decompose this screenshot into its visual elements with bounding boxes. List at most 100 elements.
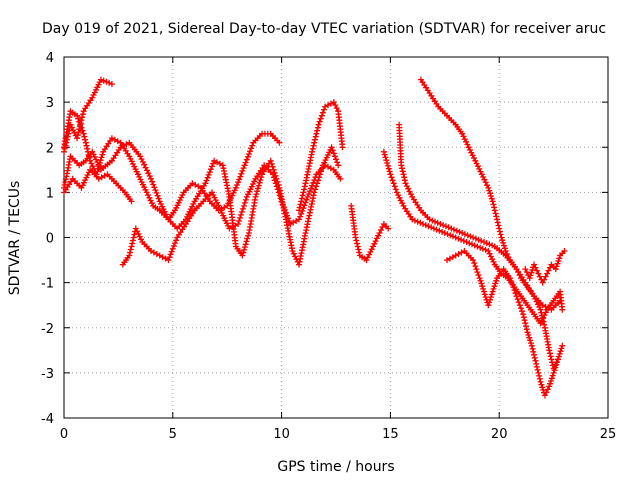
data-point-marker <box>373 235 380 242</box>
data-point-marker <box>533 298 540 305</box>
data-point-marker <box>203 177 210 184</box>
data-point-marker <box>311 139 318 146</box>
data-point-marker <box>95 165 102 172</box>
data-point-marker <box>247 148 253 155</box>
data-point-marker <box>525 332 532 338</box>
data-point-marker <box>75 115 82 122</box>
data-point-marker <box>479 245 486 252</box>
data-point-marker <box>234 182 240 188</box>
data-point-marker <box>548 356 555 363</box>
data-point-marker <box>486 250 493 257</box>
data-point-marker <box>300 189 307 196</box>
data-point-marker <box>559 306 566 313</box>
data-point-marker <box>470 257 477 264</box>
data-point-marker <box>533 360 540 367</box>
data-point-marker <box>553 361 560 368</box>
data-point-marker <box>137 153 144 160</box>
data-point-marker <box>480 285 487 292</box>
data-point-marker <box>308 203 315 210</box>
data-point-marker <box>368 246 375 253</box>
data-point-marker <box>534 366 541 373</box>
y-tick-label: 2 <box>46 141 54 156</box>
series-track-12 <box>522 248 568 286</box>
data-point-marker <box>536 304 543 310</box>
data-point-marker <box>139 158 146 165</box>
data-point-marker <box>366 251 373 258</box>
data-point-marker <box>135 230 142 237</box>
data-point-marker <box>477 244 484 251</box>
data-point-marker <box>466 240 473 247</box>
data-point-marker <box>539 384 546 391</box>
x-tick-label: 0 <box>60 427 68 442</box>
data-point-marker <box>516 302 523 309</box>
data-point-marker <box>318 112 325 119</box>
data-point-marker <box>467 147 473 153</box>
data-point-marker <box>276 192 283 199</box>
data-point-marker <box>422 222 429 229</box>
data-point-marker <box>461 136 468 143</box>
data-point-marker <box>487 190 494 197</box>
data-point-marker <box>453 227 460 234</box>
data-point-marker <box>485 184 492 191</box>
data-point-marker <box>319 109 326 116</box>
data-point-marker <box>405 185 412 192</box>
data-point-marker <box>411 217 418 224</box>
data-point-marker <box>74 135 81 142</box>
data-point-marker <box>430 225 437 232</box>
data-point-marker <box>289 248 296 254</box>
data-point-marker <box>78 124 85 131</box>
data-point-marker <box>491 204 498 211</box>
data-point-marker <box>298 210 305 217</box>
data-point-marker <box>433 226 440 233</box>
data-point-marker <box>271 177 278 184</box>
data-point-marker <box>297 213 304 220</box>
data-point-marker <box>471 155 477 162</box>
data-point-marker <box>155 195 162 202</box>
data-point-marker <box>467 233 474 240</box>
data-point-marker <box>554 260 561 267</box>
data-point-marker <box>534 301 541 308</box>
data-point-marker <box>367 248 374 255</box>
data-point-marker <box>491 207 498 214</box>
data-point-marker <box>511 287 518 294</box>
y-tick-label: 4 <box>46 51 54 66</box>
data-point-marker <box>149 178 156 185</box>
data-point-marker <box>308 185 314 192</box>
data-point-marker <box>464 232 471 239</box>
data-point-marker <box>277 195 284 202</box>
data-point-marker <box>523 326 530 333</box>
data-point-marker <box>385 162 391 169</box>
data-point-marker <box>472 157 479 164</box>
x-tick-label: 10 <box>273 427 290 442</box>
data-point-marker <box>474 269 481 276</box>
data-point-marker <box>296 207 302 214</box>
data-point-marker <box>463 138 470 145</box>
data-point-marker <box>100 77 107 84</box>
data-point-marker <box>240 202 247 209</box>
data-point-marker <box>134 228 141 235</box>
data-point-marker <box>285 215 292 222</box>
data-point-marker <box>478 280 485 287</box>
data-point-marker <box>243 156 250 163</box>
data-point-marker <box>475 236 482 243</box>
data-point-marker <box>286 218 293 225</box>
data-point-marker <box>482 294 489 301</box>
data-point-marker <box>132 225 139 232</box>
data-point-marker <box>274 186 281 193</box>
data-point-marker <box>146 194 153 201</box>
data-point-marker <box>304 193 311 200</box>
data-point-marker <box>537 378 544 385</box>
data-point-marker <box>464 141 471 148</box>
data-point-marker <box>444 231 451 238</box>
data-point-marker <box>515 299 522 306</box>
data-point-marker <box>241 199 248 206</box>
data-point-marker <box>240 165 247 172</box>
chart-title: Day 019 of 2021, Sidereal Day-to-day VTE… <box>42 21 606 37</box>
data-point-marker <box>401 177 408 184</box>
data-point-marker <box>309 182 316 189</box>
data-point-marker <box>548 375 555 382</box>
data-point-marker <box>154 192 161 199</box>
data-point-marker <box>420 221 426 227</box>
data-point-marker <box>532 295 539 302</box>
data-point-marker <box>535 369 542 376</box>
